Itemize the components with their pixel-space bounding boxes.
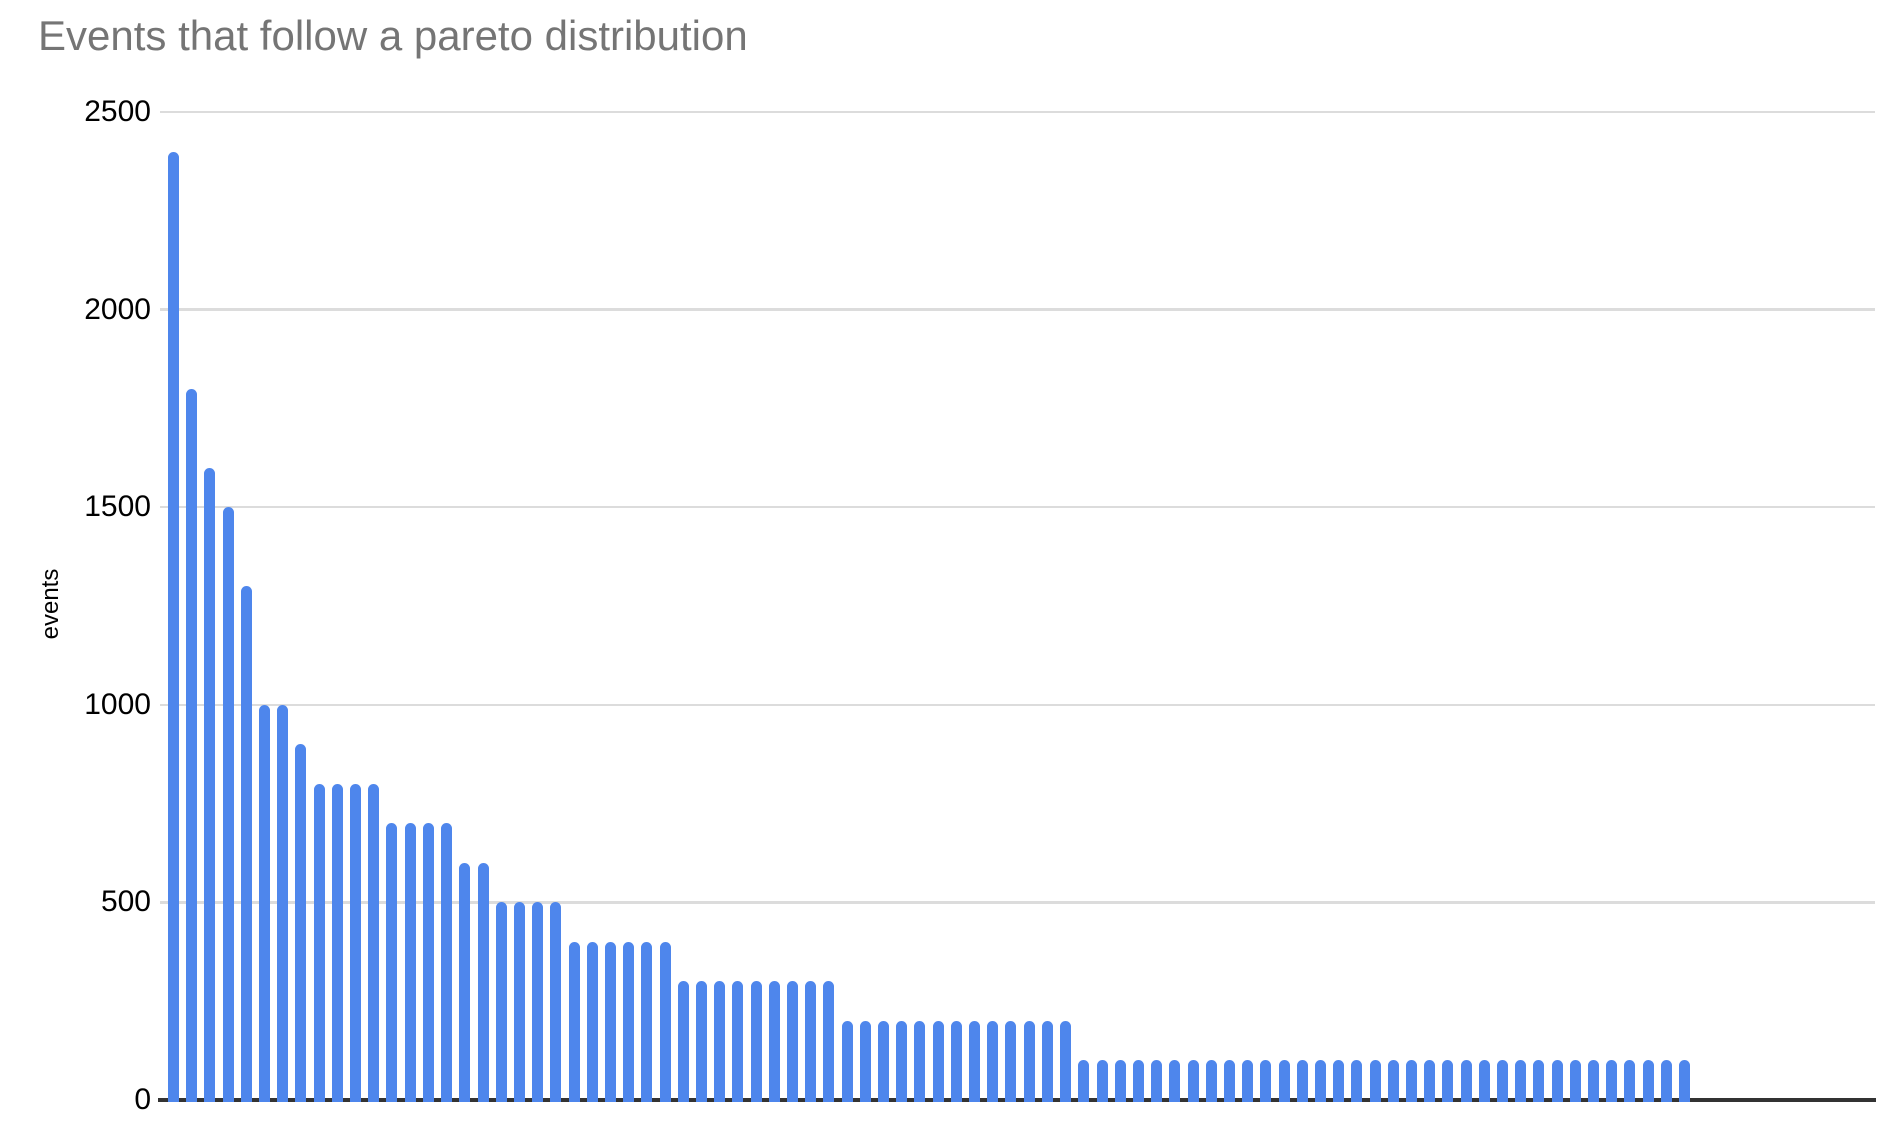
bar xyxy=(1588,1060,1600,1103)
bar xyxy=(1223,1060,1235,1103)
bar xyxy=(1041,1020,1053,1103)
bar xyxy=(1515,1060,1527,1103)
bar xyxy=(422,823,434,1103)
bar xyxy=(1424,1060,1436,1103)
y-tick-label-2500: 2500 xyxy=(84,95,151,128)
gridline-1500 xyxy=(160,505,1875,509)
bar xyxy=(368,783,380,1103)
bar xyxy=(1497,1060,1509,1103)
bar xyxy=(1460,1060,1472,1103)
bar xyxy=(350,783,362,1103)
bar xyxy=(1333,1060,1345,1103)
y-tick-label-1000: 1000 xyxy=(84,687,151,721)
bar xyxy=(623,941,635,1103)
bar xyxy=(987,1020,999,1103)
bar xyxy=(1606,1060,1618,1103)
bar xyxy=(495,902,507,1103)
bar xyxy=(186,388,198,1103)
bar xyxy=(768,981,780,1103)
bar xyxy=(240,586,252,1103)
bar xyxy=(1442,1060,1454,1103)
bar xyxy=(259,704,271,1103)
bar xyxy=(932,1020,944,1103)
bar xyxy=(841,1020,853,1103)
bar xyxy=(1296,1060,1308,1103)
bar xyxy=(1169,1060,1181,1103)
bar xyxy=(969,1020,981,1103)
bar xyxy=(950,1020,962,1103)
y-tick-label-2000: 2000 xyxy=(84,292,151,326)
gridline-500 xyxy=(160,901,1875,904)
bar xyxy=(695,981,707,1103)
bar xyxy=(1387,1060,1399,1103)
bar xyxy=(604,941,616,1103)
bar xyxy=(277,704,289,1103)
gridline-2500 xyxy=(160,110,1875,114)
bar xyxy=(1624,1060,1636,1103)
bar xyxy=(441,823,453,1103)
chart-title: Events that follow a pareto distribution xyxy=(38,12,748,59)
bar xyxy=(659,941,671,1103)
bar xyxy=(1569,1060,1581,1103)
bar xyxy=(568,941,580,1103)
bar xyxy=(714,981,726,1103)
bar xyxy=(914,1020,926,1103)
bar xyxy=(859,1020,871,1103)
bar xyxy=(1679,1060,1691,1103)
bar xyxy=(586,941,598,1103)
y-tick-label-500: 500 xyxy=(100,885,151,919)
bar xyxy=(1533,1060,1545,1103)
bar xyxy=(513,902,525,1103)
bar xyxy=(204,467,216,1103)
bar xyxy=(1023,1020,1035,1103)
bar xyxy=(550,902,562,1103)
y-tick-label-0: 0 xyxy=(134,1083,151,1116)
bar xyxy=(1642,1060,1654,1103)
bar xyxy=(823,981,835,1103)
bar xyxy=(1478,1060,1490,1103)
bar xyxy=(896,1020,908,1103)
bar xyxy=(1078,1060,1090,1103)
bar xyxy=(1369,1060,1381,1103)
bar xyxy=(386,823,398,1103)
x-axis-baseline xyxy=(158,1098,1876,1102)
bar xyxy=(532,902,544,1103)
bar xyxy=(295,744,307,1103)
bar xyxy=(1551,1060,1563,1103)
bar xyxy=(168,151,179,1103)
bar xyxy=(1314,1060,1326,1103)
gridline-1000 xyxy=(160,703,1875,707)
bar xyxy=(1096,1060,1108,1103)
bar xyxy=(805,981,817,1103)
y-axis-title: events xyxy=(37,568,64,640)
bar xyxy=(1132,1060,1144,1103)
bar xyxy=(331,783,343,1103)
bar xyxy=(750,981,762,1103)
bar xyxy=(459,862,471,1103)
bar xyxy=(878,1020,890,1103)
gridline-2000 xyxy=(160,308,1875,311)
bar xyxy=(732,981,744,1103)
bar xyxy=(477,862,489,1103)
bar xyxy=(1005,1020,1017,1103)
bar xyxy=(1406,1060,1417,1103)
bar xyxy=(1205,1060,1217,1103)
bar xyxy=(1278,1060,1290,1103)
bar xyxy=(1351,1060,1363,1103)
y-tick-label-1500: 1500 xyxy=(84,490,151,524)
bar xyxy=(404,823,416,1103)
bar xyxy=(641,941,653,1103)
bar xyxy=(1260,1060,1272,1103)
bar xyxy=(1187,1060,1199,1103)
bar xyxy=(313,783,325,1103)
bar xyxy=(1242,1060,1254,1103)
bar xyxy=(222,507,234,1103)
bar xyxy=(1114,1060,1126,1103)
bar xyxy=(1151,1060,1163,1103)
bar xyxy=(677,981,689,1103)
bar xyxy=(1660,1060,1672,1103)
bar xyxy=(1060,1020,1072,1103)
bar xyxy=(787,981,798,1103)
